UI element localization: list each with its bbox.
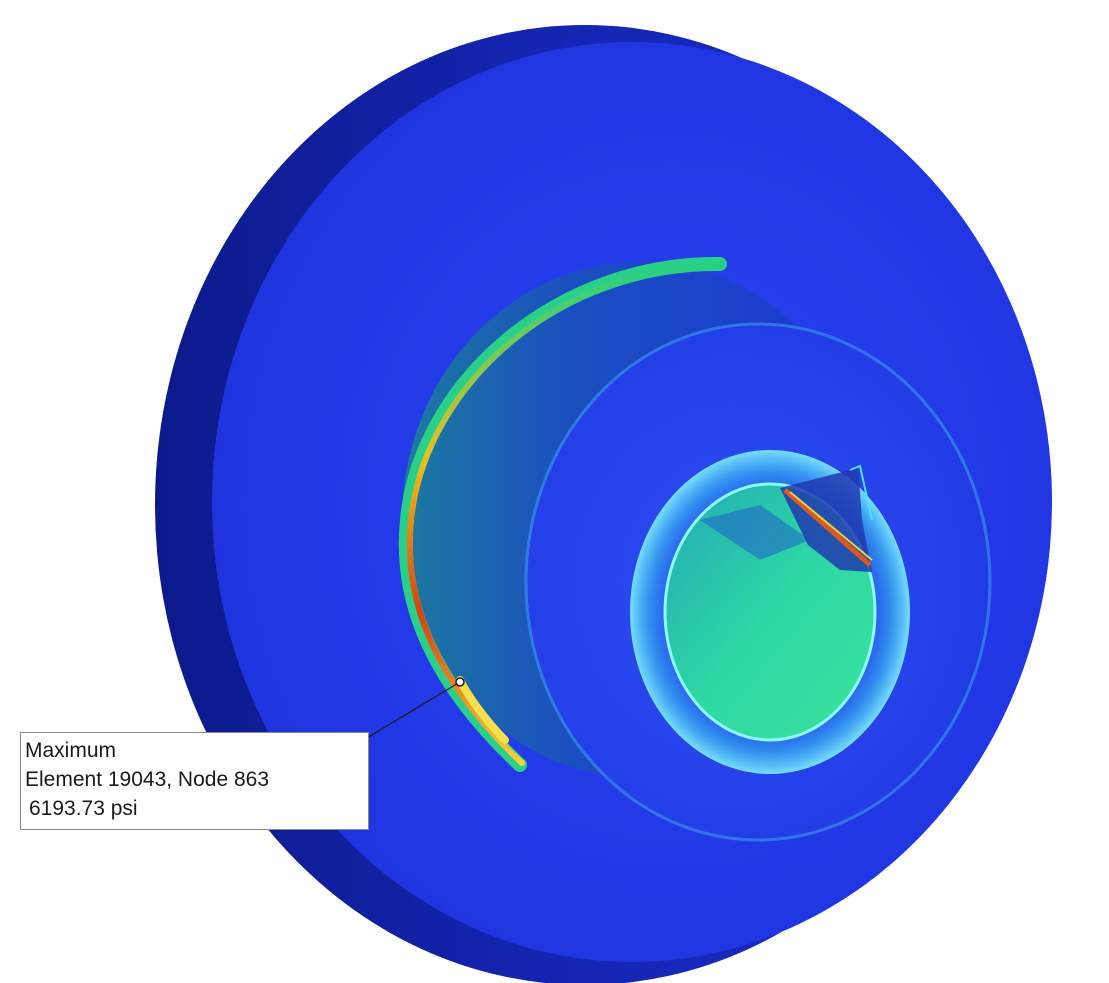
probe-marker-icon — [455, 677, 465, 687]
fillet-stress-ring — [398, 256, 727, 772]
keyway-slot — [780, 464, 873, 572]
max-stress-probe-label: Maximum Element 19043, Node 863 6193.73 … — [20, 732, 369, 830]
probe-title: Maximum — [25, 739, 117, 762]
probe-value: 6193.73 psi — [29, 797, 138, 820]
probe-location: Element 19043, Node 863 — [25, 768, 270, 791]
